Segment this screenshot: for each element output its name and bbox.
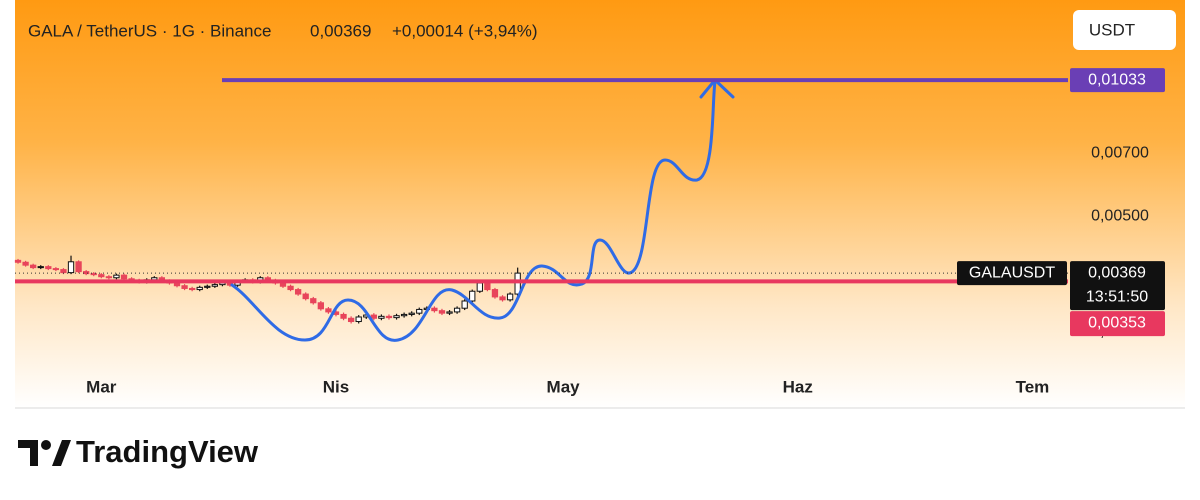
candle-body (287, 285, 294, 291)
candle-body (355, 316, 362, 323)
currency-button-label[interactable]: USDT (1089, 20, 1135, 39)
candle-body (45, 266, 52, 270)
symbol-label-box (957, 261, 1067, 286)
candle-body (67, 261, 75, 274)
x-tick-label: Tem (1016, 377, 1050, 396)
candle-body (22, 261, 29, 266)
candle-body (52, 268, 60, 271)
brand-name: TradingView (76, 434, 259, 469)
candle-body (196, 286, 203, 291)
support-label-box (1070, 311, 1165, 337)
candle-body (484, 282, 491, 291)
candle-body (514, 272, 521, 295)
candle-body (37, 266, 44, 269)
candle-body (14, 259, 22, 263)
candle-body (113, 274, 120, 279)
candle-body (105, 276, 113, 279)
candle-body (181, 285, 188, 289)
candle-body (491, 289, 499, 298)
y-tick-label: 0,00700 (1091, 144, 1149, 161)
x-tick-label: Nis (323, 377, 349, 396)
candle-body (378, 315, 385, 319)
chart-panel (15, 0, 1185, 408)
candle-body (211, 284, 219, 287)
candle-body (408, 312, 415, 315)
candle-body (60, 269, 67, 274)
candle-body (446, 311, 453, 314)
candle-body (188, 287, 196, 291)
candle-body (325, 308, 332, 313)
candle-body (279, 282, 287, 287)
candle-body (83, 271, 90, 275)
x-tick-label: May (547, 377, 581, 396)
symbol-label: GALAUSDT (969, 264, 1055, 281)
candle-body (340, 313, 347, 319)
header-change: +0,00014 (+3,94%) (392, 21, 538, 40)
candle-body (400, 313, 408, 317)
candle-body (204, 285, 211, 288)
target-label-box (1070, 68, 1165, 93)
candle-body (294, 289, 302, 295)
candle-body (317, 302, 324, 310)
last-price-box (1070, 261, 1165, 311)
candle-body (416, 308, 423, 314)
x-tick-label: Haz (783, 377, 813, 396)
candle-body (499, 296, 506, 301)
candle-body (438, 310, 446, 314)
candle-body (393, 315, 400, 319)
support-label: 0,00353 (1088, 314, 1146, 331)
candle-body (431, 307, 438, 312)
target-label: 0,01033 (1088, 71, 1146, 88)
candle-body (173, 282, 181, 287)
candle-body (461, 300, 468, 309)
last-price-label: 0,00369 (1088, 264, 1146, 281)
countdown: 13:51:50 (1086, 288, 1148, 305)
x-tick-label: Mar (86, 377, 117, 396)
candle-body (385, 315, 393, 319)
candle-body (98, 274, 105, 278)
candle-body (347, 317, 355, 323)
candle-body (90, 273, 97, 276)
candle-body (310, 298, 317, 304)
candle-body (75, 261, 82, 273)
y-tick-label: 0,00500 (1091, 207, 1149, 224)
candle-body (30, 264, 37, 269)
candle-body (453, 307, 461, 313)
candle-body (469, 290, 476, 302)
brand-logo (18, 440, 71, 466)
candle-body (476, 282, 483, 292)
projection-curve (230, 80, 717, 342)
chart-title: GALA / TetherUS · 1G · Binance (28, 21, 271, 40)
candle-body (120, 274, 128, 280)
candle-body (370, 314, 377, 319)
header-price: 0,00369 (310, 21, 371, 40)
candle-body (506, 293, 514, 301)
currency-button[interactable] (1073, 10, 1176, 50)
candle-body (302, 293, 309, 300)
